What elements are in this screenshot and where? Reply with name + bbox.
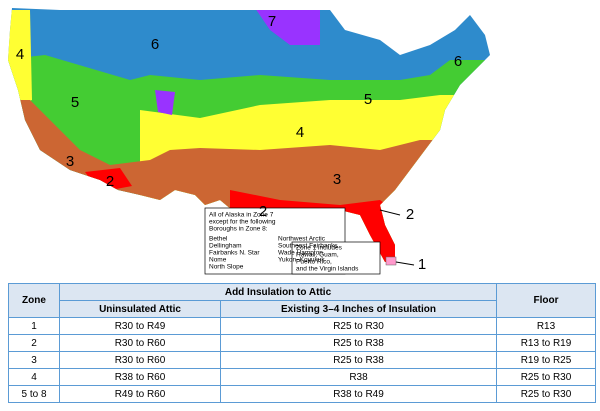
header-cell: Zone	[8, 283, 60, 318]
zone-1	[385, 256, 397, 266]
zone1-note-box	[291, 241, 381, 275]
alaska-note-box	[204, 207, 346, 275]
zone1-note: Hawaii, Guam,	[296, 252, 339, 259]
zone-label: 2	[259, 203, 267, 220]
leader-line	[395, 261, 415, 266]
zone-4-coast	[8, 10, 32, 110]
alaska-borough: Southeast Fairbanks	[278, 243, 338, 250]
header-cell: Uninsulated Attic	[59, 300, 221, 318]
header-cell: Existing 3–4 Inches of Insulation	[220, 300, 497, 318]
zone-label: 1	[418, 256, 426, 273]
zone-label: 3	[66, 153, 74, 170]
table-row: 2 R30 to R60 R25 to R38 R13 to R19	[8, 334, 596, 352]
table-cell: 3	[8, 351, 60, 369]
alaska-borough: Northwest Arctic	[278, 236, 326, 243]
zone1-note: Zone 1 includes	[296, 245, 343, 252]
alaska-borough: North Slope	[209, 264, 244, 271]
table-cell: R25 to R30	[496, 368, 596, 386]
table-cell: R30 to R60	[59, 351, 221, 369]
alaska-borough: Nome	[209, 257, 227, 264]
alaska-borough: Yukon–Koyukuk	[278, 257, 325, 264]
table-cell: R38 to R60	[59, 368, 221, 386]
zone-label: 5	[364, 91, 372, 108]
table-cell: 5 to 8	[8, 385, 60, 403]
alaska-borough: Dellingham	[209, 243, 242, 250]
zone-label: 2	[406, 206, 414, 223]
table-cell: 2	[8, 334, 60, 352]
zone-label: 5	[71, 94, 79, 111]
table-body: 1 R30 to R49 R25 to R30 R13 2 R30 to R60 R25 t…	[8, 317, 596, 403]
table-row: 3 R30 to R60 R25 to R38 R19 to R25	[8, 351, 596, 369]
zone-label: 2	[106, 173, 114, 190]
zone-label: 4	[16, 46, 24, 63]
table-row: 1 R30 to R49 R25 to R30 R13	[8, 317, 596, 335]
table-cell: R19 to R25	[496, 351, 596, 369]
insulation-table: Zone Add Insulation to Attic Floor Unins…	[8, 283, 596, 403]
table-cell: 4	[8, 368, 60, 386]
table-cell: R25 to R38	[220, 334, 497, 352]
zone1-note: Puerto Rico,	[296, 259, 332, 266]
leader-line	[379, 209, 401, 216]
table-cell: R25 to R38	[220, 351, 497, 369]
table-cell: R25 to R30	[220, 317, 497, 335]
alaska-borough: Wade Hampton	[278, 250, 323, 257]
table-cell: R30 to R60	[59, 334, 221, 352]
zone1-note: and the Virgin Islands	[296, 266, 359, 273]
zone-label: 4	[296, 124, 304, 141]
alaska-note: Boroughs in Zone 8:	[209, 226, 268, 233]
zone-7-rockies	[155, 90, 175, 115]
table-cell: 1	[8, 317, 60, 335]
table-cell: R38	[220, 368, 497, 386]
table-cell: R38 to R49	[220, 385, 497, 403]
table-row: 5 to 8 R49 to R60 R38 to R49 R25 to R30	[8, 385, 596, 403]
zone-label: 6	[454, 53, 462, 70]
zone-label: 6	[151, 36, 159, 53]
table-cell: R49 to R60	[59, 385, 221, 403]
table-cell: R13 to R19	[496, 334, 596, 352]
zone-map: 7 6 6 4 5 5 4 3 3 2 2 2 1 All of Alaska in Zone 7exce…	[8, 8, 490, 275]
alaska-note: except for the following	[209, 219, 276, 226]
zone-label: 7	[268, 13, 276, 30]
zone-7	[255, 8, 320, 45]
alaska-borough: Bethel	[209, 236, 228, 243]
table-row: 4 R38 to R60 R38 R25 to R30	[8, 368, 596, 386]
table-cell: R25 to R30	[496, 385, 596, 403]
table-cell: R13	[496, 317, 596, 335]
alaska-note: All of Alaska in Zone 7	[209, 212, 274, 219]
table-cell: R30 to R49	[59, 317, 221, 335]
header-cell: Floor	[496, 283, 596, 318]
header-cell: Add Insulation to Attic	[59, 283, 497, 301]
alaska-borough: Fairbanks N. Star	[209, 250, 260, 257]
zone-label: 3	[333, 171, 341, 188]
